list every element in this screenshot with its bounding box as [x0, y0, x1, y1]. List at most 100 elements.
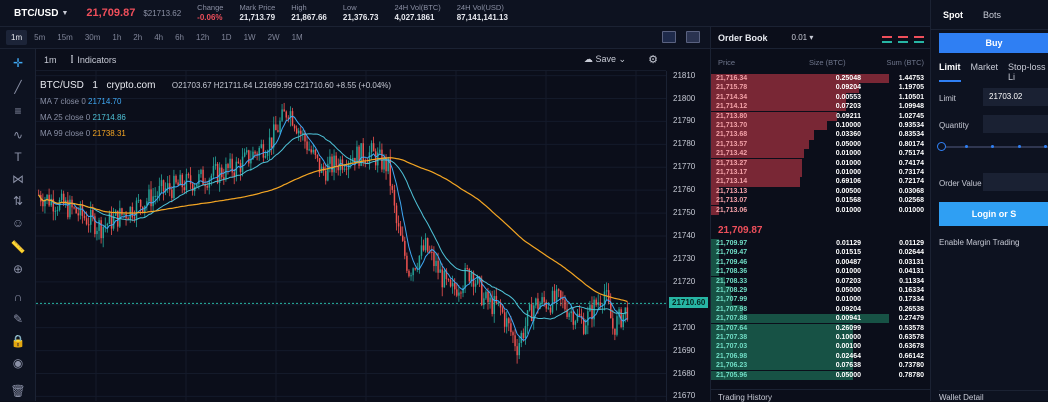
timeframe-2h[interactable]: 2h [133, 33, 143, 42]
timeframe-1mo[interactable]: 1M [291, 33, 303, 42]
ask-row[interactable]: 21,716.34 0.25048 1.44753 [711, 74, 930, 84]
bid-row[interactable]: 21,707.98 0.09204 0.26538 [711, 304, 930, 314]
slider-dot[interactable] [1018, 145, 1021, 148]
timeframe-1w[interactable]: 1W [243, 33, 256, 42]
bid-row[interactable]: 21,707.88 0.00941 0.27479 [711, 314, 930, 324]
ask-row[interactable]: 21,713.17 0.01000 0.73174 [711, 168, 930, 178]
wallet-detail-tab[interactable]: Wallet Detail [939, 390, 1048, 402]
timeframe-6h[interactable]: 6h [175, 33, 184, 42]
book-bids-icon[interactable] [898, 36, 908, 43]
timeframe-1d[interactable]: 1D [221, 33, 232, 42]
order-price: 21,714.34 [716, 93, 748, 101]
limit-price-input[interactable]: 21703.02 [983, 88, 1048, 106]
interval-button[interactable]: 1m [44, 54, 57, 65]
ask-row[interactable]: 21,713.06 0.01000 0.01000 [711, 205, 930, 215]
timeframe-1h[interactable]: 1h [112, 33, 122, 42]
candle-body [441, 269, 444, 288]
ask-row[interactable]: 21,713.68 0.03360 0.83534 [711, 130, 930, 140]
bid-row[interactable]: 21,707.03 0.00100 0.63678 [711, 342, 930, 352]
timeframe-30m[interactable]: 30m [84, 33, 101, 42]
timeframe-15m[interactable]: 15m [57, 33, 73, 42]
ask-row[interactable]: 21,714.34 0.00553 1.10501 [711, 92, 930, 102]
bid-row[interactable]: 21,709.47 0.01515 0.02644 [711, 248, 930, 258]
orderbook-step-select[interactable]: 0.01 ▾ [791, 33, 814, 42]
slider-dot[interactable] [991, 145, 994, 148]
trash-icon[interactable]: 🗑 [10, 384, 26, 398]
bid-row[interactable]: 21,705.96 0.05000 0.78780 [711, 370, 930, 380]
book-both-icon[interactable] [882, 36, 892, 43]
trading-history-tab[interactable]: Trading History [711, 389, 930, 402]
eye-icon[interactable]: ◉ [12, 356, 24, 370]
bid-row[interactable]: 21,708.29 0.05000 0.16334 [711, 286, 930, 296]
candle-body [589, 304, 591, 312]
zoom-in-icon[interactable]: ⊕ [12, 262, 24, 276]
bid-row[interactable]: 21,709.46 0.00487 0.03131 [711, 257, 930, 267]
bid-row[interactable]: 21,707.64 0.26099 0.53578 [711, 323, 930, 333]
chart-view-icon[interactable] [662, 31, 676, 43]
indicators-button[interactable]: ⫿ Indicators [71, 54, 117, 65]
ask-row[interactable]: 21,713.42 0.01000 0.75174 [711, 149, 930, 159]
brush-icon[interactable]: ∿ [12, 128, 24, 142]
bid-row[interactable]: 21,709.97 0.01129 0.01129 [711, 239, 930, 249]
emoji-icon[interactable]: ☺ [11, 216, 25, 230]
tab-bots[interactable]: Bots [983, 9, 1002, 20]
quantity-input[interactable] [983, 115, 1048, 133]
order-value-input[interactable] [983, 173, 1048, 191]
quantity-slider[interactable] [937, 142, 1048, 151]
symbol-selector[interactable]: BTC/USD ▼ [14, 8, 68, 19]
save-button[interactable]: ☁ Save ⌄ [583, 54, 626, 64]
ask-row[interactable]: 21,713.27 0.01000 0.74174 [711, 158, 930, 168]
ask-row[interactable]: 21,713.80 0.09211 1.02745 [711, 111, 930, 121]
tab-spot[interactable]: Spot [943, 9, 963, 20]
ask-row[interactable]: 21,714.12 0.07203 1.09948 [711, 102, 930, 112]
ruler-icon[interactable]: 📏 [10, 240, 26, 254]
lock-icon[interactable]: 🔒 [10, 334, 26, 348]
ask-row[interactable]: 21,713.14 0.69106 0.72174 [711, 177, 930, 187]
ask-row[interactable]: 21,713.57 0.05000 0.80174 [711, 139, 930, 149]
candle-body [175, 175, 177, 183]
slider-dot[interactable] [965, 145, 968, 148]
margin-trading-label[interactable]: Enable Margin Trading [939, 238, 1020, 247]
bid-row[interactable]: 21,706.23 0.07638 0.73780 [711, 361, 930, 371]
ask-row[interactable]: 21,713.13 0.00500 0.03068 [711, 186, 930, 196]
trendline-icon[interactable]: ╱ [14, 80, 22, 94]
tab-stop-loss[interactable]: Stop-loss Li [1008, 62, 1046, 82]
buy-button[interactable]: Buy [939, 33, 1048, 53]
slider-knob[interactable] [937, 142, 946, 151]
timeframe-5m[interactable]: 5m [34, 33, 46, 42]
ask-row[interactable]: 21,713.70 0.10000 0.93534 [711, 121, 930, 131]
lock-drawing-icon[interactable]: ✎ [12, 312, 24, 326]
tab-limit[interactable]: Limit [939, 62, 961, 82]
book-asks-icon[interactable] [914, 36, 924, 43]
candle-body [506, 318, 508, 327]
settings-icon[interactable]: ⚙ [648, 54, 658, 66]
candle-body [250, 159, 252, 164]
candle-body [406, 255, 408, 271]
price-axis[interactable]: 21810 21800 21790 21780 21770 21760 21750 21740… [666, 71, 710, 401]
bid-row[interactable]: 21,706.98 0.02464 0.66142 [711, 351, 930, 361]
slider-dot[interactable] [1044, 145, 1047, 148]
magnet-icon[interactable]: ∩ [13, 290, 23, 304]
bid-row[interactable]: 21,708.33 0.07203 0.11334 [711, 276, 930, 286]
depth-bar [711, 239, 719, 249]
tab-market[interactable]: Market [970, 62, 999, 72]
login-button[interactable]: Login or S [939, 202, 1048, 226]
timeframe-4h[interactable]: 4h [154, 33, 164, 42]
timeframe-1m[interactable]: 1m [6, 30, 28, 45]
price-chart[interactable] [36, 71, 666, 401]
bid-row[interactable]: 21,707.38 0.10000 0.63578 [711, 333, 930, 343]
bid-row[interactable]: 21,708.36 0.01000 0.04131 [711, 267, 930, 277]
forecast-icon[interactable]: ⇅ [12, 194, 24, 208]
timeframe-2w[interactable]: 2W [267, 33, 280, 42]
fib-icon[interactable]: ≡ [14, 104, 22, 118]
crosshair-icon[interactable]: ✛ [12, 56, 24, 70]
candle-body [489, 297, 491, 303]
timeframe-12h[interactable]: 12h [196, 33, 210, 42]
candle-body [150, 189, 152, 207]
depth-view-icon[interactable] [686, 31, 700, 43]
bid-row[interactable]: 21,707.99 0.01000 0.17334 [711, 295, 930, 305]
pattern-icon[interactable]: ⋈ [12, 172, 24, 186]
ask-row[interactable]: 21,715.78 0.09204 1.19705 [711, 83, 930, 93]
text-icon[interactable]: T [14, 150, 22, 164]
ask-row[interactable]: 21,713.07 0.01568 0.02568 [711, 196, 930, 206]
